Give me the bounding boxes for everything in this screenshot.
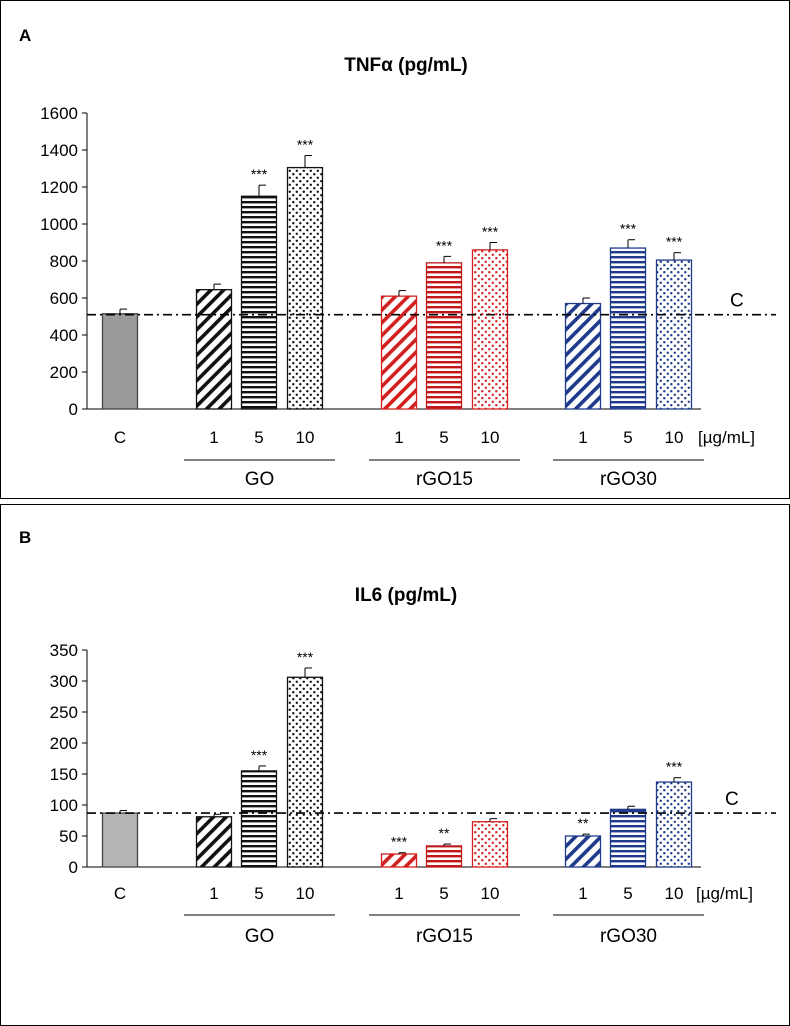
x-tick-label: 5: [623, 428, 632, 447]
significance-label: ***: [251, 747, 268, 763]
y-tick-label: 0: [69, 400, 78, 419]
y-tick-label: 400: [50, 326, 78, 345]
chart-title: TNFα (pg/mL): [344, 55, 468, 76]
significance-label: ***: [666, 234, 683, 250]
panel-a: A TNFα (pg/mL) 0 200 400 600 800 1000 1200 1400 16…: [0, 0, 790, 499]
bar-rGO30-1: [564, 302, 602, 410]
x-tick-label: 1: [394, 428, 403, 447]
bar-GO-5: [240, 770, 278, 868]
control-reference-label: C: [725, 789, 739, 810]
bar-GO-1: [195, 289, 233, 410]
significance-label: **: [439, 825, 450, 841]
y-tick-label: 300: [50, 672, 78, 691]
y-tick-label: 200: [50, 363, 78, 382]
panel-label: B: [19, 528, 31, 547]
significance-label: ***: [297, 137, 314, 153]
x-tick-label: 5: [439, 428, 448, 447]
panel-b: B IL6 (pg/mL) 0 50 100 150 200 250 300 350 C 1 *** 5 *…: [0, 504, 790, 1026]
x-tick-label: 10: [296, 884, 315, 903]
x-tick-label: 10: [665, 884, 684, 903]
x-tick-label: C: [114, 428, 126, 447]
x-tick-label: 10: [665, 428, 684, 447]
y-tick-label: 150: [50, 765, 78, 784]
bar-GO-5: [240, 195, 278, 410]
significance-label: ***: [482, 224, 499, 240]
y-tick-label: 1600: [40, 104, 78, 123]
x-tick-label: 1: [209, 428, 218, 447]
y-tick-label: 600: [50, 289, 78, 308]
y-tick-label: 800: [50, 252, 78, 271]
group-label: GO: [245, 469, 275, 490]
x-unit-label: [µg/mL]: [698, 428, 755, 447]
x-tick-label: 5: [254, 428, 263, 447]
x-tick-label: 5: [254, 884, 263, 903]
bar-rGO30-1: [564, 835, 602, 868]
y-tick-label: 1000: [40, 215, 78, 234]
bar-rGO15-5: [425, 845, 463, 868]
x-tick-label: 5: [623, 884, 632, 903]
bar-rGO15-1: [380, 853, 418, 868]
significance-label: ***: [620, 221, 637, 237]
group-label: rGO30: [600, 926, 657, 947]
x-tick-label: C: [114, 884, 126, 903]
bar-GO-10: [286, 166, 324, 410]
tnf-alpha-chart: A TNFα (pg/mL) 0 200 400 600 800 1000 1200 1400 16…: [19, 26, 776, 490]
control-reference-label: C: [730, 291, 744, 312]
bar-rGO15-10: [471, 821, 509, 868]
y-tick-label: 350: [50, 641, 78, 660]
bar-GO-10: [286, 676, 324, 868]
bar-rGO15-1: [380, 295, 418, 410]
significance-label: ***: [251, 166, 268, 182]
chart-title: IL6 (pg/mL): [355, 585, 457, 606]
y-tick-label: 0: [69, 858, 78, 877]
y-tick-label: 200: [50, 734, 78, 753]
bar-rGO15-5: [425, 262, 463, 410]
x-tick-label: 10: [481, 428, 500, 447]
y-tick-label: 100: [50, 796, 78, 815]
x-tick-label: 1: [578, 428, 587, 447]
bar-rGO30-5: [609, 247, 647, 410]
y-tick-label: 1400: [40, 141, 78, 160]
significance-label: ***: [297, 649, 314, 665]
panel-label: A: [19, 26, 31, 45]
x-tick-label: 5: [439, 884, 448, 903]
significance-label: ***: [666, 759, 683, 775]
x-tick-label: 1: [578, 884, 587, 903]
bar-rGO15-10: [471, 249, 509, 410]
bar-rGO30-10: [655, 781, 693, 868]
x-tick-label: 10: [296, 428, 315, 447]
x-unit-label: [µg/mL]: [696, 884, 753, 903]
bar-GO-1: [195, 816, 233, 868]
y-tick-label: 250: [50, 703, 78, 722]
group-label: GO: [245, 926, 275, 947]
group-label: rGO15: [416, 469, 473, 490]
bar-rGO30-10: [655, 259, 693, 410]
y-tick-label: 50: [59, 827, 78, 846]
il6-chart: B IL6 (pg/mL) 0 50 100 150 200 250 300 350 C 1 *** 5 *…: [19, 528, 776, 947]
x-tick-label: 10: [481, 884, 500, 903]
group-label: rGO15: [416, 926, 473, 947]
group-label: rGO30: [600, 469, 657, 490]
bar-C: [101, 313, 139, 410]
bar-rGO30-5: [609, 808, 647, 868]
bar-C: [101, 812, 139, 868]
x-tick-label: 1: [209, 884, 218, 903]
x-tick-label: 1: [394, 884, 403, 903]
significance-label: ***: [436, 237, 453, 253]
significance-label: ***: [391, 834, 408, 850]
y-tick-label: 1200: [40, 178, 78, 197]
significance-label: **: [578, 815, 589, 831]
